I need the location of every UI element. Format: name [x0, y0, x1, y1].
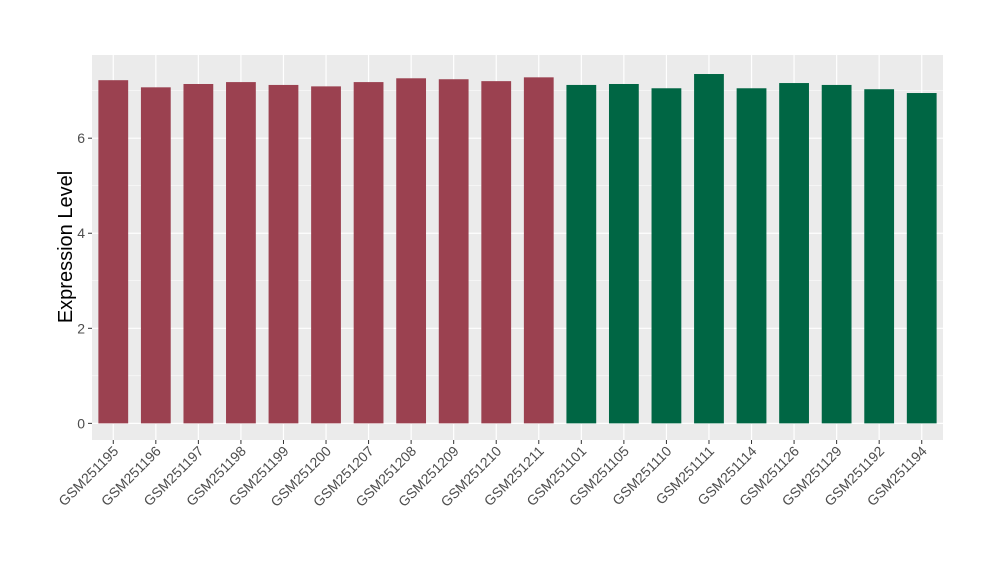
bar	[98, 80, 129, 424]
bar	[523, 77, 554, 424]
bar	[651, 88, 682, 424]
bar	[608, 83, 639, 424]
bar	[396, 78, 427, 424]
x-axis: GSM251195GSM251196GSM251197GSM251198GSM2…	[55, 440, 930, 510]
bar	[353, 82, 384, 424]
bar	[183, 83, 214, 424]
bar	[821, 84, 852, 424]
bars	[98, 74, 937, 424]
bar	[736, 88, 767, 424]
bar	[311, 86, 341, 424]
bar	[438, 79, 469, 424]
y-axis: 0 2 4 6	[77, 130, 92, 431]
y-axis-label: Expression Level	[55, 171, 77, 323]
bar	[566, 84, 597, 424]
bar	[694, 74, 724, 424]
bar	[779, 83, 809, 424]
bar	[140, 87, 171, 424]
y-tick-label: 0	[77, 415, 85, 431]
bar	[864, 89, 895, 424]
bar	[268, 84, 299, 424]
bar	[481, 81, 512, 424]
y-tick-label: 4	[77, 225, 85, 241]
bar	[226, 82, 256, 424]
y-tick-label: 6	[77, 130, 85, 146]
plot-panel	[92, 55, 943, 440]
bar	[906, 93, 937, 424]
y-tick-label: 2	[77, 320, 85, 336]
